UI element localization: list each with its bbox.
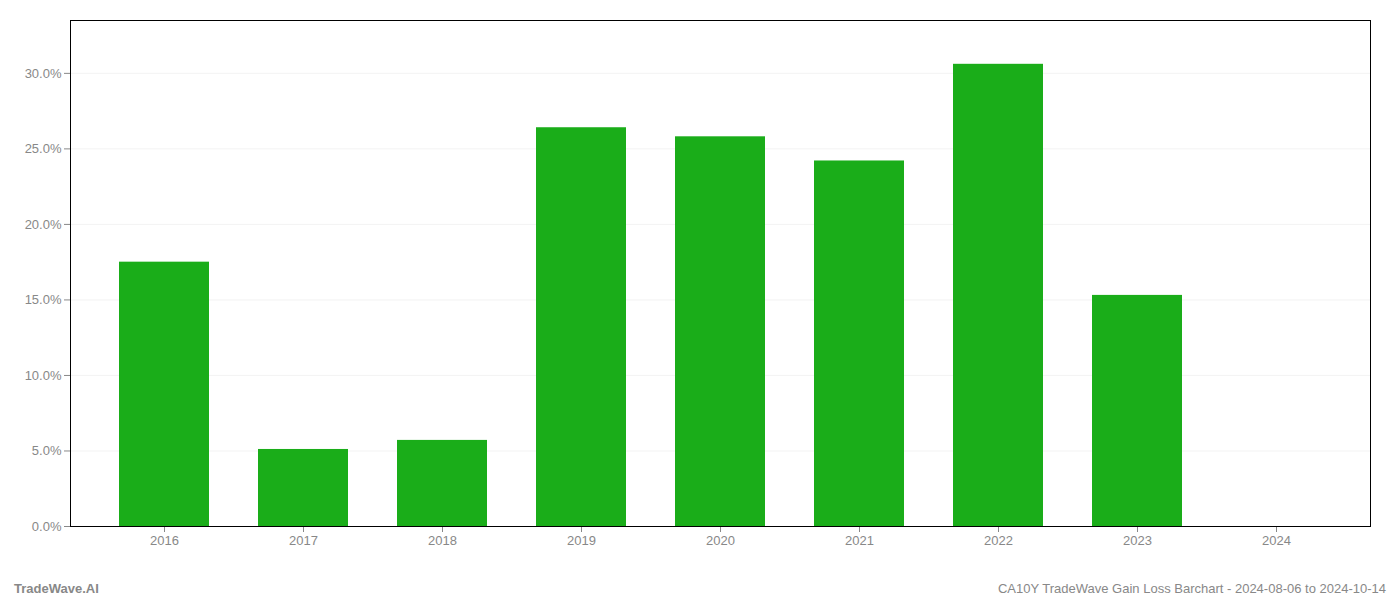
svg-text:2024: 2024: [1262, 533, 1291, 548]
svg-text:10.0%: 10.0%: [25, 368, 62, 383]
svg-text:2021: 2021: [845, 533, 874, 548]
svg-text:2018: 2018: [428, 533, 457, 548]
svg-text:2023: 2023: [1123, 533, 1152, 548]
svg-text:15.0%: 15.0%: [25, 292, 62, 307]
svg-text:2022: 2022: [984, 533, 1013, 548]
svg-text:2019: 2019: [567, 533, 596, 548]
svg-text:25.0%: 25.0%: [25, 141, 62, 156]
svg-text:5.0%: 5.0%: [32, 443, 62, 458]
svg-text:2016: 2016: [150, 533, 179, 548]
html-text:TradeWave.AI: TradeWave.AI: [14, 581, 99, 596]
svg-text:30.0%: 30.0%: [25, 66, 62, 81]
svg-text:20.0%: 20.0%: [25, 217, 62, 232]
svg-text:2017: 2017: [289, 533, 318, 548]
svg-text:0.0%: 0.0%: [32, 519, 62, 534]
svg-text:2020: 2020: [706, 533, 735, 548]
html-text:CA10Y TradeWave Gain Loss Barc: CA10Y TradeWave Gain Loss Barchart - 202…: [997, 581, 1386, 596]
